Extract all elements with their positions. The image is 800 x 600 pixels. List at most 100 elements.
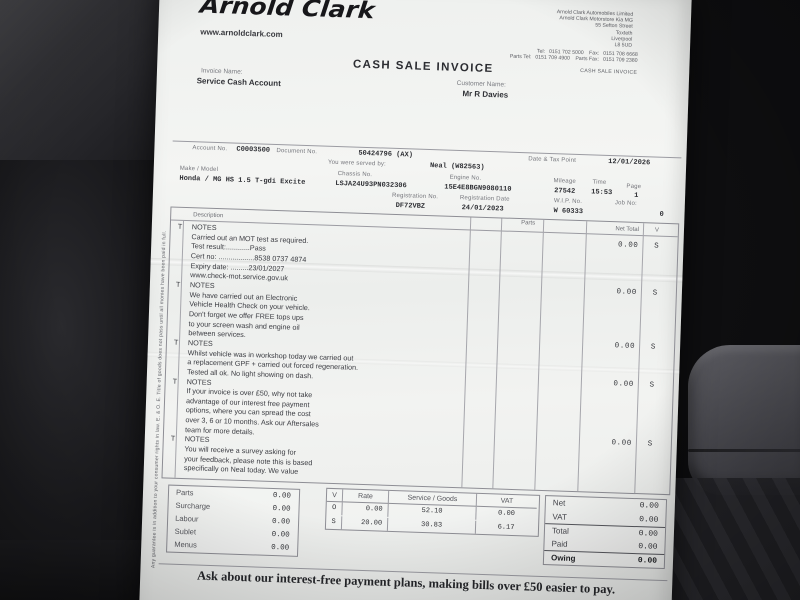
totals-value: 0.00	[639, 514, 659, 525]
date-tax-point-label: Date & Tax Point	[528, 156, 577, 164]
line-type-marker: T	[177, 221, 183, 231]
account-label: Account No.	[192, 145, 228, 153]
charge-value: 0.00	[271, 517, 291, 527]
totals-label: Paid	[551, 539, 568, 549]
totals-label: Net	[552, 498, 566, 508]
registration-date-value: 24/01/2023	[461, 204, 504, 214]
charge-value: 0.00	[271, 530, 290, 540]
page-label: Page	[626, 183, 642, 191]
line-type-marker: T	[170, 434, 176, 444]
account-value: C0003500	[236, 145, 271, 155]
engine-label: Engine No.	[449, 174, 482, 182]
net-total-amount: 0.00	[614, 342, 636, 351]
registration-no-value: DF72VBZ	[395, 201, 426, 211]
customer-name-label: Customer Name:	[456, 79, 506, 89]
totals-label: VAT	[552, 512, 567, 522]
vat-code: S	[647, 440, 653, 449]
served-by-label: You were served by:	[327, 159, 387, 168]
charge-label: Menus	[174, 539, 197, 550]
line-type-marker: T	[172, 376, 178, 386]
document-value: 50424796 (AX)	[358, 149, 414, 160]
vat-row-rate: 0.00	[342, 502, 389, 518]
job-no-value: 0	[659, 210, 664, 219]
charge-label: Labour	[175, 513, 199, 524]
time-label: Time	[592, 179, 607, 186]
totals-label: Total	[551, 526, 570, 536]
company-address: Arnold Clark Automobiles Limited Arnold …	[556, 9, 634, 49]
invoice-name-label: Invoice Name:	[200, 67, 243, 76]
charge-value: 0.00	[272, 491, 292, 501]
engine-value: 15E4E8BGN9080110	[444, 183, 512, 194]
make-model-value: Honda / MG HS 1.5 T-gdi Excite	[179, 174, 306, 187]
arnold-clark-logo: Arnold Clark	[198, 0, 377, 24]
charge-value: 0.00	[271, 543, 290, 553]
vat-row-service-goods: 30.83	[387, 517, 477, 534]
description-header: Description	[193, 212, 224, 220]
charge-label: Parts	[175, 487, 194, 498]
date-tax-point-value: 12/01/2026	[608, 157, 651, 168]
invoice-items-table: Description Parts Net Total V T NOTES Ca…	[161, 206, 680, 496]
registration-no-label: Registration No.	[391, 192, 439, 201]
document-label: Document No.	[276, 147, 318, 156]
rate-col-header: Rate	[342, 489, 390, 504]
totals-row-owing: Owing 0.00	[543, 550, 665, 568]
charges-summary-box: Parts 0.00 Surcharge 0.00 Labour 0.00 Su…	[166, 484, 301, 557]
charge-label: Surcharge	[175, 500, 211, 511]
notes-block: T NOTES We have carried out an Electroni…	[176, 280, 464, 347]
description-column: T NOTES Carried out an MOT test as requi…	[171, 221, 470, 483]
parts-fax-number: 0151 709 2380	[602, 56, 638, 64]
totals-box: Net 0.00 VAT 0.00 Total 0.00 Paid 0.00 O…	[542, 495, 668, 570]
invoice-name-value: Service Cash Account	[196, 76, 281, 89]
mileage-label: Mileage	[553, 178, 577, 185]
totals-label: Owing	[550, 553, 576, 563]
leather-armrest	[688, 345, 800, 495]
net-total-amount: 0.00	[611, 439, 633, 448]
net-total-header: Net Total	[615, 226, 640, 234]
parts-fax-label: Parts Fax:	[575, 55, 600, 63]
job-no-label: Job No:	[614, 200, 638, 207]
customer-name-value: Mr R Davies	[462, 89, 509, 100]
v-header: V	[654, 227, 660, 234]
seat-stitching	[660, 478, 800, 600]
vat-row-vat: 6.17	[497, 523, 515, 532]
wip-no-label: W.I.P. No.	[553, 198, 583, 206]
notes-block: T NOTES You will receive a survey asking…	[171, 434, 459, 483]
notes-block: T NOTES Carried out an MOT test as requi…	[178, 222, 466, 289]
totals-value: 0.00	[637, 555, 658, 566]
vat-summary-box: V Rate Service / Goods VAT O 0.00 52.10 …	[324, 487, 541, 537]
website-text: www.arnoldclark.com	[200, 27, 283, 40]
net-total-amount: 0.00	[613, 380, 634, 389]
served-by-value: Neal (W82563)	[429, 162, 485, 172]
registration-date-label: Registration Date	[459, 195, 510, 203]
vat-col-header: V	[326, 488, 344, 503]
vat-row-rate: 20.00	[341, 515, 389, 531]
totals-value: 0.00	[638, 528, 659, 539]
vat-row-code: S	[325, 515, 343, 529]
mileage-value: 27542	[554, 187, 576, 196]
notes-block: T NOTES If your invoice is over £50, why…	[173, 376, 461, 444]
vat-code: S	[652, 289, 658, 298]
charge-value: 0.00	[272, 504, 291, 514]
company-line: L8 5UD	[614, 42, 633, 49]
vat-code: S	[654, 242, 659, 251]
invoice-paper: Arnold Clark www.arnoldclark.com Arnold …	[138, 0, 692, 600]
chassis-value: LSJA24U93PN032306	[335, 179, 407, 191]
vat-code: S	[650, 343, 656, 352]
wip-no-value: W 60333	[553, 207, 584, 217]
time-value: 15:53	[591, 188, 613, 198]
charge-label: Sublet	[174, 526, 197, 537]
chassis-label: Chassis No.	[337, 170, 373, 179]
parts-tel-label: Parts Tel:	[509, 53, 532, 61]
parts-header: Parts	[521, 220, 536, 227]
net-total-amount: 0.00	[617, 241, 639, 251]
items-table-body: T NOTES Carried out an MOT test as requi…	[163, 220, 678, 494]
net-total-amount: 0.00	[616, 288, 638, 297]
vat-code: S	[649, 381, 655, 390]
line-type-marker: T	[175, 279, 181, 289]
armrest-seam	[688, 449, 800, 452]
page-value: 1	[633, 191, 639, 200]
make-model-label: Make / Model	[179, 165, 219, 174]
totals-value: 0.00	[638, 541, 658, 552]
totals-value: 0.00	[639, 501, 659, 512]
